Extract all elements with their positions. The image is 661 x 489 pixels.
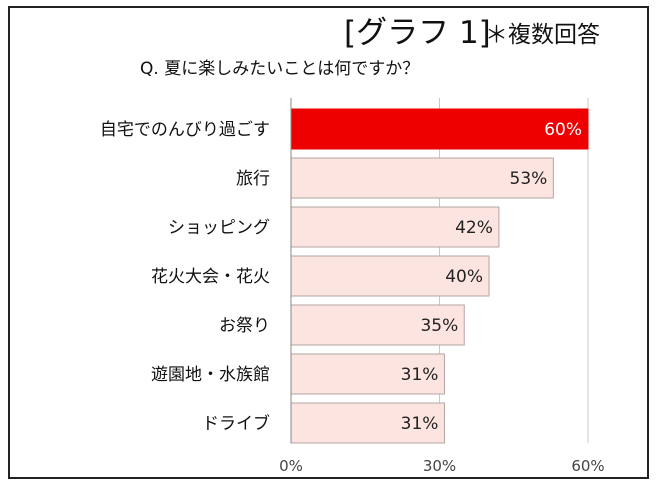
bar <box>290 402 445 444</box>
x-tick-label: 30% <box>423 457 456 475</box>
value-label: 40% <box>445 267 483 287</box>
bar <box>290 353 445 395</box>
x-tick-label: 60% <box>571 457 604 475</box>
category-label: 旅行 <box>236 169 270 189</box>
category-label: 遊園地・水族館 <box>151 365 270 385</box>
bar <box>290 255 490 297</box>
category-label: お祭り <box>219 316 270 336</box>
category-label: 自宅でのんびり過ごす <box>100 120 270 140</box>
bar <box>290 206 500 248</box>
value-label: 60% <box>544 120 582 140</box>
value-label: 53% <box>510 169 548 189</box>
graph-number-label: [グラフ 1] <box>344 15 491 51</box>
bar <box>290 304 465 346</box>
question-title: Q. 夏に楽しみたいことは何ですか？ <box>140 59 420 79</box>
multiple-answer-note: ＊複数回答 <box>485 22 600 48</box>
chart-frame <box>8 6 649 479</box>
value-label: 42% <box>455 218 493 238</box>
value-label: 31% <box>401 414 439 434</box>
category-label: 花火大会・花火 <box>151 267 270 287</box>
value-label: 35% <box>420 316 458 336</box>
x-tick-label: 0% <box>279 457 303 475</box>
value-label: 31% <box>401 365 439 385</box>
category-label: ショッピング <box>168 218 270 238</box>
category-label: ドライブ <box>202 413 270 434</box>
